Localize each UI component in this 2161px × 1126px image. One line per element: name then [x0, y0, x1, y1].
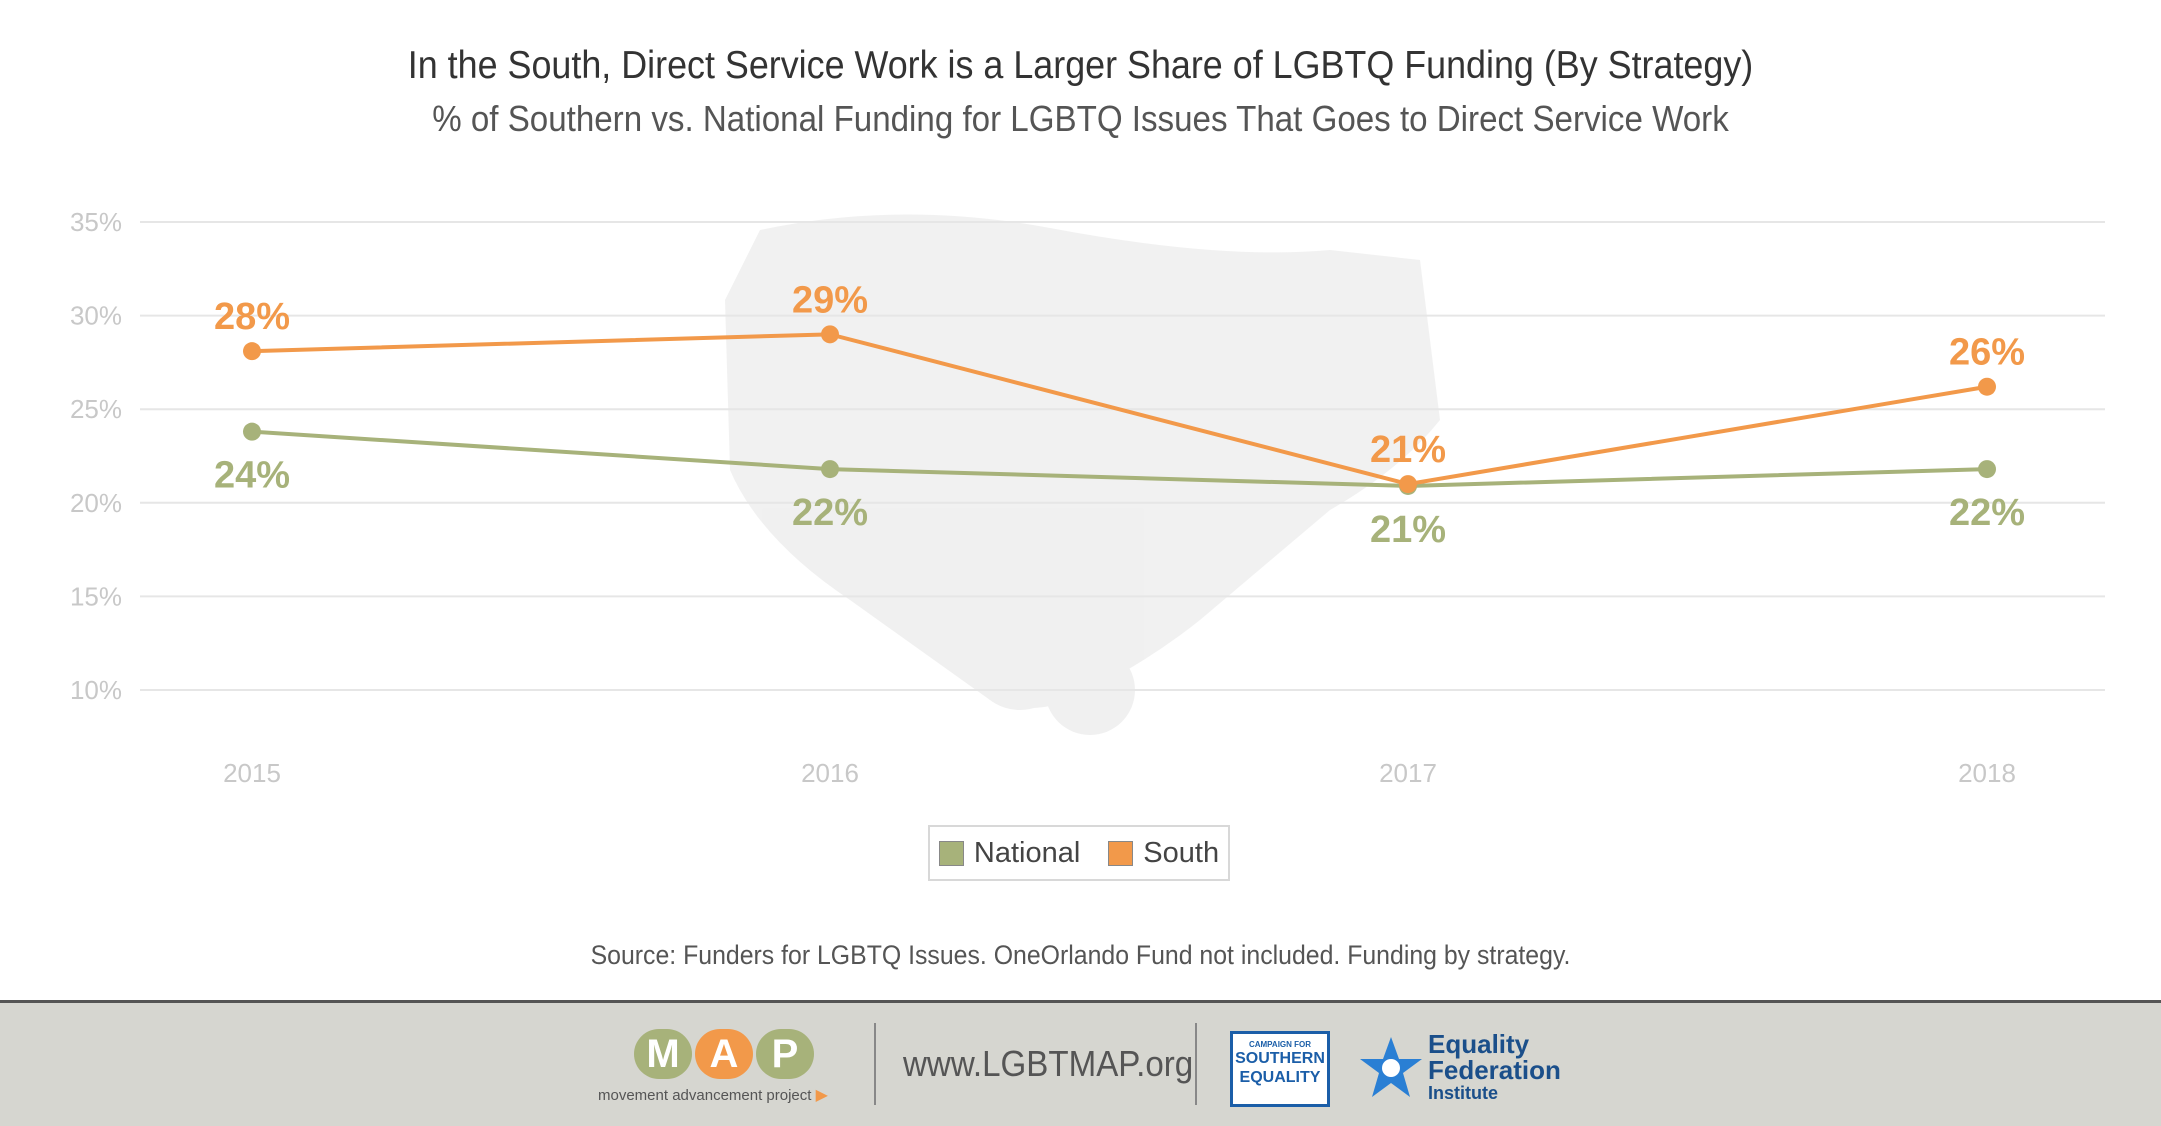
x-axis-ticks: 2015 2016 2017 2018	[223, 758, 2016, 788]
x-tick-label: 2015	[223, 758, 281, 788]
data-point-south	[1399, 475, 1417, 494]
x-tick-label: 2016	[801, 758, 859, 788]
source-note: Source: Funders for LGBTQ Issues. OneOrl…	[590, 940, 1571, 970]
data-label-south: 28%	[214, 296, 290, 338]
legend-label-south: South	[1143, 836, 1220, 869]
data-label-south: 26%	[1949, 332, 2025, 374]
efi-line1: Equality	[1428, 1029, 1530, 1059]
y-axis-ticks: 10% 15% 20% 25% 30% 35%	[70, 207, 122, 705]
data-point-national	[1978, 460, 1996, 479]
footer-divider	[1195, 1023, 1197, 1105]
map-letter-p: P	[756, 1029, 814, 1079]
data-label-national: 22%	[1949, 492, 2025, 534]
data-label-south: 21%	[1370, 429, 1446, 471]
y-tick-label: 30%	[70, 301, 122, 331]
x-tick-label: 2017	[1379, 758, 1437, 788]
data-label-national: 24%	[214, 455, 290, 497]
map-letter-a: A	[695, 1029, 753, 1079]
y-tick-label: 10%	[70, 675, 122, 705]
series-line-national	[251, 429, 1988, 488]
campaign-southern-equality-logo: CAMPAIGN FOR SOUTHERN EQUALITY	[1230, 1031, 1330, 1107]
data-label-national: 22%	[792, 492, 868, 534]
website-link[interactable]: www.LGBTMAP.org	[903, 1043, 1194, 1084]
y-tick-label: 35%	[70, 207, 122, 237]
map-tagline: movement advancement project ▶	[598, 1085, 828, 1105]
y-tick-label: 15%	[70, 581, 122, 611]
star-icon	[1360, 1037, 1422, 1097]
cse-line2: EQUALITY	[1239, 1069, 1321, 1086]
chart-title: In the South, Direct Service Work is a L…	[407, 44, 1754, 87]
map-tagline-text: movement advancement project	[598, 1087, 812, 1104]
series-line-south	[251, 332, 1988, 487]
legend-swatch-south	[1108, 840, 1134, 866]
legend: National South	[928, 825, 1230, 881]
efi-line2: Federation	[1428, 1055, 1561, 1085]
equality-federation-logo: Equality Federation Institute	[1358, 1031, 1578, 1111]
line-chart: 10%15%20%25%30%35% 2015 2016 2017 2018 24%2…	[70, 207, 2105, 788]
map-logo-letters: M A P	[634, 1029, 814, 1079]
footer-divider	[874, 1023, 876, 1105]
x-tick-label: 2018	[1958, 758, 2016, 788]
data-label-national: 21%	[1370, 509, 1446, 551]
cse-line1: SOUTHERN	[1235, 1050, 1325, 1067]
footer: M A P movement advancement project ▶ www…	[0, 1000, 2161, 1126]
data-point-south	[243, 342, 261, 361]
data-point-national	[821, 460, 839, 479]
chart-series: 24% 22% 21% 22% 28% 29% 21% 26%	[214, 279, 2025, 551]
efi-line3: Institute	[1428, 1083, 1498, 1103]
data-point-national	[243, 422, 261, 441]
cse-small-text: CAMPAIGN FOR	[1248, 1040, 1312, 1049]
y-tick-label: 20%	[70, 488, 122, 518]
efi-text: Equality Federation Institute	[1428, 1031, 1561, 1103]
legend-label-national: National	[973, 836, 1081, 869]
map-logo: M A P movement advancement project ▶	[598, 1029, 848, 1109]
play-arrow-icon: ▶	[815, 1087, 828, 1104]
data-label-south: 29%	[792, 279, 868, 321]
map-letter-m: M	[634, 1029, 692, 1079]
y-tick-label: 25%	[70, 394, 122, 424]
data-point-south	[821, 325, 839, 344]
legend-swatch-national	[938, 840, 964, 866]
legend-item-south: South	[1108, 837, 1219, 870]
legend-item-national: National	[938, 836, 1081, 870]
chart-subtitle: % of Southern vs. National Funding for L…	[432, 98, 1729, 139]
data-point-south	[1978, 377, 1996, 396]
